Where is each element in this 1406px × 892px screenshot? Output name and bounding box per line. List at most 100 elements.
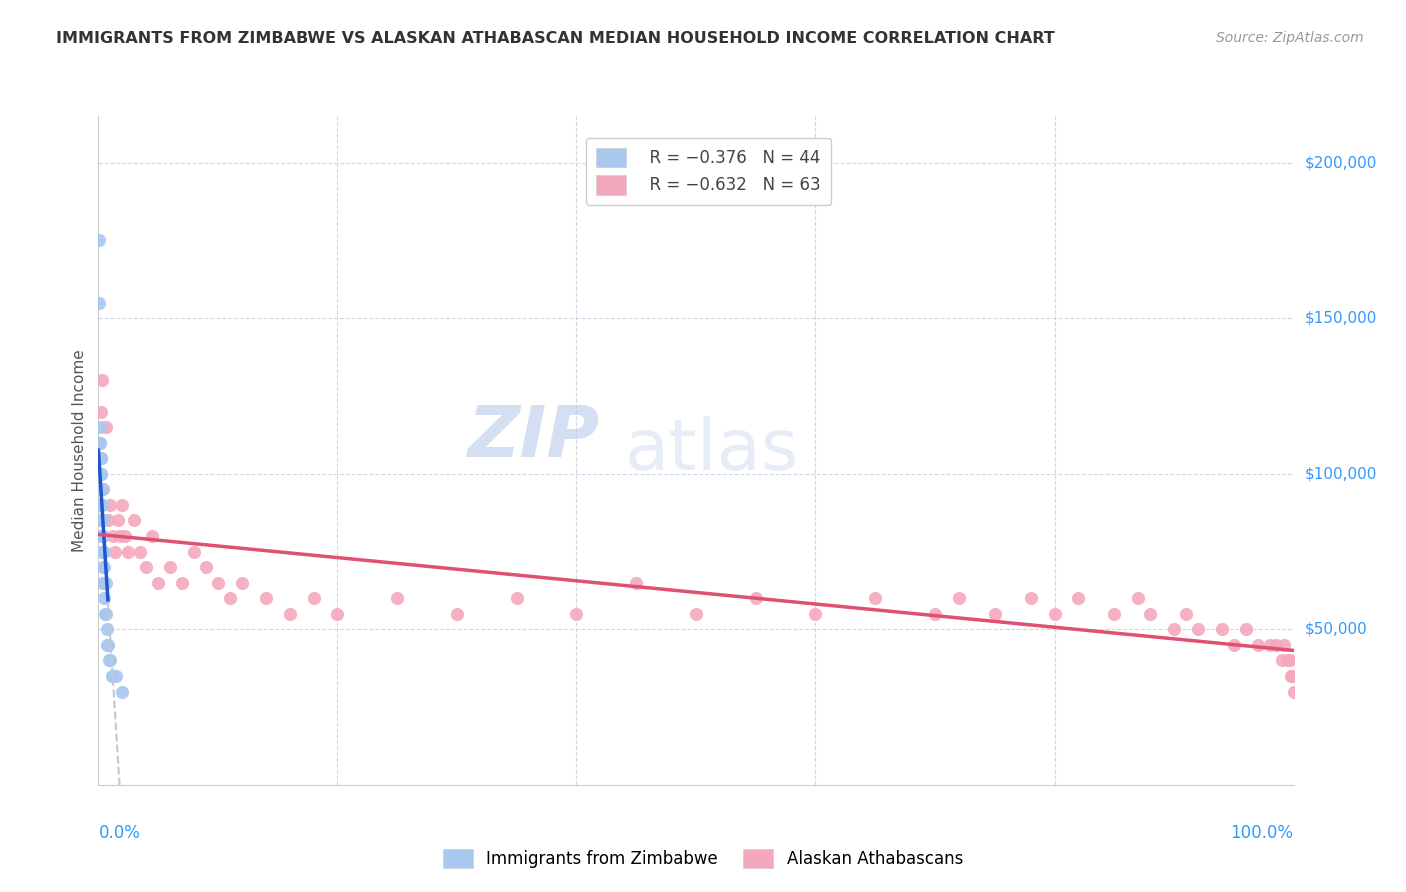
Point	[385, 591, 409, 606]
Point	[90, 498, 112, 512]
Point	[278, 607, 301, 621]
Point	[129, 544, 152, 558]
Point	[89, 435, 111, 450]
Point	[254, 591, 277, 606]
Point	[172, 575, 194, 590]
Point	[97, 653, 120, 667]
Point	[96, 607, 118, 621]
Point	[90, 529, 112, 543]
Point	[91, 575, 114, 590]
Point	[89, 467, 111, 481]
Point	[107, 513, 129, 527]
Text: Source: ZipAtlas.com: Source: ZipAtlas.com	[1216, 31, 1364, 45]
Point	[90, 404, 112, 418]
Point	[124, 513, 146, 527]
Point	[90, 483, 112, 497]
Text: $100,000: $100,000	[1305, 467, 1376, 482]
Point	[90, 483, 112, 497]
Point	[219, 591, 242, 606]
Point	[1258, 638, 1281, 652]
Point	[89, 435, 111, 450]
Text: 0.0%: 0.0%	[98, 824, 141, 842]
Point	[1271, 653, 1294, 667]
Point	[93, 591, 115, 606]
Point	[1043, 607, 1066, 621]
Point	[91, 498, 114, 512]
Point	[89, 420, 111, 434]
Point	[302, 591, 325, 606]
Point	[91, 529, 114, 543]
Point	[1278, 653, 1301, 667]
Point	[94, 575, 117, 590]
Point	[1277, 653, 1299, 667]
Point	[98, 653, 122, 667]
Point	[183, 544, 205, 558]
Point	[91, 483, 114, 497]
Point	[1128, 591, 1150, 606]
Point	[1019, 591, 1042, 606]
Text: $50,000: $50,000	[1305, 622, 1368, 637]
Text: $150,000: $150,000	[1305, 310, 1376, 326]
Point	[685, 607, 707, 621]
Point	[90, 451, 112, 466]
Point	[114, 529, 136, 543]
Point	[194, 560, 217, 574]
Point	[89, 234, 111, 248]
Point	[105, 669, 128, 683]
Point	[1279, 669, 1302, 683]
Point	[101, 529, 124, 543]
Point	[159, 560, 181, 574]
Point	[90, 483, 112, 497]
Text: IMMIGRANTS FROM ZIMBABWE VS ALASKAN ATHABASCAN MEDIAN HOUSEHOLD INCOME CORRELATI: IMMIGRANTS FROM ZIMBABWE VS ALASKAN ATHA…	[56, 31, 1054, 46]
Point	[111, 498, 134, 512]
Point	[96, 623, 118, 637]
Point	[90, 483, 112, 497]
Point	[1211, 623, 1233, 637]
Point	[97, 638, 120, 652]
Point	[93, 575, 115, 590]
Point	[100, 669, 122, 683]
Point	[745, 591, 768, 606]
Point	[91, 374, 114, 388]
Point	[91, 513, 114, 527]
Legend:   R = −0.376   N = 44,   R = −0.632   N = 63: R = −0.376 N = 44, R = −0.632 N = 63	[586, 137, 831, 204]
Point	[90, 467, 112, 481]
Point	[1102, 607, 1125, 621]
Point	[1282, 684, 1305, 698]
Point	[924, 607, 946, 621]
Point	[326, 607, 349, 621]
Point	[863, 591, 886, 606]
Y-axis label: Median Household Income: Median Household Income	[72, 349, 87, 552]
Point	[90, 467, 112, 481]
Point	[101, 669, 124, 683]
Point	[1234, 623, 1257, 637]
Point	[117, 544, 139, 558]
Point	[89, 451, 111, 466]
Point	[135, 560, 157, 574]
Point	[94, 607, 117, 621]
Point	[1175, 607, 1198, 621]
Point	[90, 498, 112, 512]
Point	[804, 607, 827, 621]
Point	[94, 420, 117, 434]
Point	[207, 575, 229, 590]
Point	[91, 560, 114, 574]
Point	[1222, 638, 1246, 652]
Text: 100.0%: 100.0%	[1230, 824, 1294, 842]
Point	[1187, 623, 1209, 637]
Point	[1281, 669, 1303, 683]
Point	[1264, 638, 1286, 652]
Point	[983, 607, 1005, 621]
Point	[93, 560, 115, 574]
Point	[1246, 638, 1268, 652]
Point	[91, 544, 114, 558]
Legend: Immigrants from Zimbabwe, Alaskan Athabascans: Immigrants from Zimbabwe, Alaskan Athaba…	[436, 842, 970, 875]
Point	[90, 451, 112, 466]
Point	[141, 529, 163, 543]
Point	[93, 544, 115, 558]
Point	[148, 575, 170, 590]
Point	[1139, 607, 1161, 621]
Point	[1272, 638, 1295, 652]
Point	[91, 513, 114, 527]
Text: ZIP: ZIP	[468, 402, 600, 472]
